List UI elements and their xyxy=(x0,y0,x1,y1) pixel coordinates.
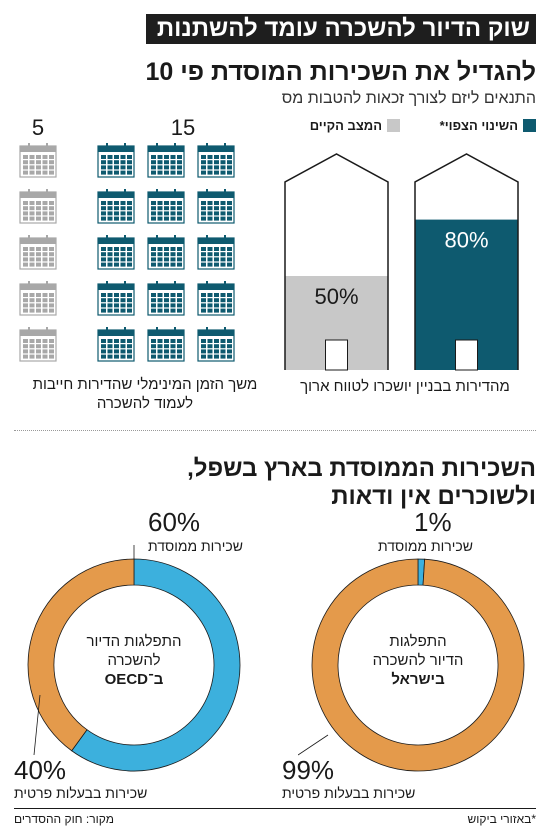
oecd-institutional-pct: 60% xyxy=(148,507,201,537)
calendar-expected-1 xyxy=(197,189,235,224)
building-outline-0 xyxy=(414,153,519,370)
calendar-expected-8 xyxy=(147,281,185,316)
oecd-center-line3: ב־OECD xyxy=(104,671,164,688)
israel-private-pct: 99% xyxy=(282,755,335,785)
calendar-chart: 15 5 xyxy=(19,115,235,362)
israel-institutional-pct: 1% xyxy=(414,507,452,537)
oecd-donut-center: התפלגות הדיור להשכרה ב־OECD xyxy=(64,632,204,689)
israel-center-line2: הדיור להשכרה xyxy=(372,652,464,669)
building-door-0 xyxy=(455,339,478,371)
legend-expected-label: השינוי הצפוי* xyxy=(439,118,518,133)
calendar-caption: משך הזמן המינימלי שהדירות חייבות לעמוד ל… xyxy=(32,376,258,412)
calendar-expected-3 xyxy=(197,281,235,316)
building-chart: 80% 50% xyxy=(284,153,519,371)
banner: שוק הדיור להשכרה עומד להשתנות xyxy=(146,14,536,44)
calendar-expected-7 xyxy=(147,235,185,270)
legend-current: המצב הקיים xyxy=(310,118,400,133)
oecd-donut xyxy=(27,545,241,772)
calendar-expected-11 xyxy=(97,189,135,224)
undefined-slice-1 xyxy=(27,558,135,752)
calendar-current-4 xyxy=(19,327,57,362)
undefined-slice-0 xyxy=(71,558,241,772)
calendar-expected-14 xyxy=(97,327,135,362)
calendar-value-expected: 15 xyxy=(171,115,195,140)
calendar-current-2 xyxy=(19,235,57,270)
footer-source: מקור: חוק ההסדרים xyxy=(14,812,114,826)
israel-center-line3: בישראל xyxy=(391,671,445,688)
calendar-current-1 xyxy=(19,189,57,224)
oecd-center-line2: להשכרה xyxy=(107,652,161,669)
oecd-private-label: שכירות בבעלות פרטית xyxy=(14,785,148,801)
calendar-expected-5 xyxy=(147,143,185,178)
legend-expected: השינוי הצפוי* xyxy=(440,118,536,133)
calendar-expected-6 xyxy=(147,189,185,224)
calendar-expected-9 xyxy=(147,327,185,362)
section-divider xyxy=(14,430,536,431)
undefined-leader-1 xyxy=(298,734,329,756)
calendar-expected-4 xyxy=(197,327,235,362)
undefined-leader-1 xyxy=(33,694,41,756)
main-title: להגדיל את השכירות המוסדת פי 10 xyxy=(145,58,536,86)
oecd-private-pct: 40% xyxy=(14,755,67,785)
building-value-label-0: 80% xyxy=(444,228,488,253)
legend-current-label: המצב הקיים xyxy=(309,118,382,133)
calendar-current-0 xyxy=(19,143,57,178)
building-outline-1 xyxy=(284,153,389,370)
oecd-center-line1: התפלגות הדיור xyxy=(86,633,182,650)
section2-title-line1: השכירות הממוסדת בארץ בשפל, xyxy=(187,455,536,482)
calendar-expected-13 xyxy=(97,281,135,316)
footer-note: *באזורי ביקוש xyxy=(467,812,537,826)
israel-donut xyxy=(298,558,525,772)
israel-private-label: שכירות בבעלות פרטית xyxy=(282,785,416,801)
footer-rule xyxy=(14,808,536,809)
building-door-1 xyxy=(325,339,348,371)
subtitle: התנאים ליזם לצורך זכאות להטבות מס xyxy=(281,90,536,107)
calendar-expected-12 xyxy=(97,235,135,270)
section2-title: השכירות הממוסדת בארץ בשפל, ולשוכרים אין … xyxy=(187,455,536,511)
calendar-expected-2 xyxy=(197,235,235,270)
building-value-label-1: 50% xyxy=(314,284,358,309)
section2-title-line2: ולשוכרים אין ודאות xyxy=(331,483,536,510)
calendar-expected-0 xyxy=(197,143,235,178)
legend-swatch-gray xyxy=(387,119,400,132)
calendar-value-current: 5 xyxy=(32,115,44,140)
legend-swatch-teal xyxy=(523,119,536,132)
calendar-expected-10 xyxy=(97,143,135,178)
israel-institutional-label: שכירות ממוסדת xyxy=(378,538,473,554)
calendar-current-3 xyxy=(19,281,57,316)
israel-donut-center: התפלגות הדיור להשכרה בישראל xyxy=(348,632,488,689)
israel-center-line1: התפלגות xyxy=(389,633,447,650)
undefined-slice-1 xyxy=(311,558,525,772)
oecd-institutional-label: שכירות ממוסדת xyxy=(148,538,243,554)
building-caption: מהדירות בבניין יושכרו לטווח ארוך xyxy=(300,378,510,395)
